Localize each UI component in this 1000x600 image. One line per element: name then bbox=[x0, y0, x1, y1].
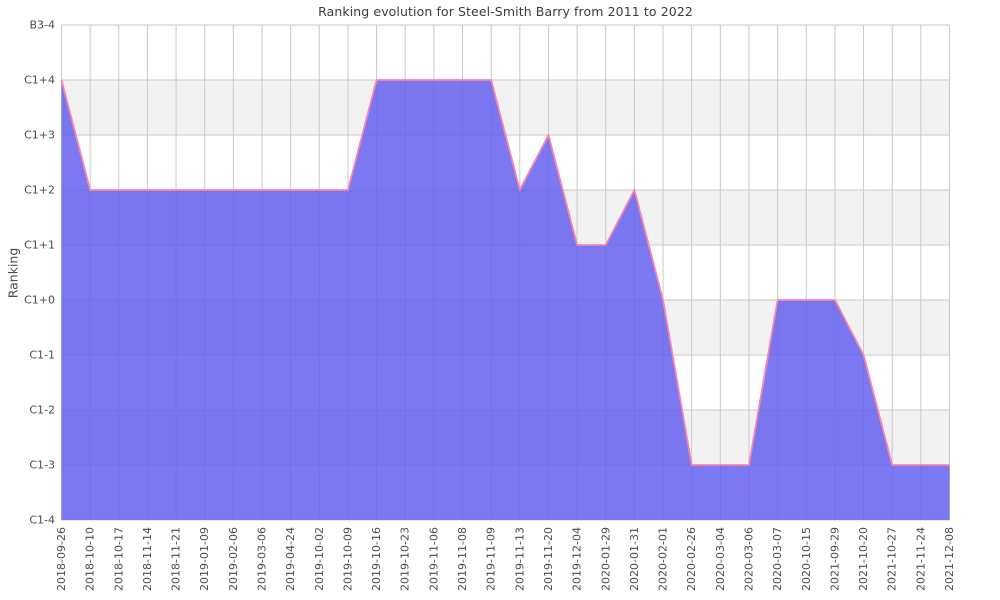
y-tick-label: C1-4 bbox=[29, 514, 55, 527]
x-tick-label: 2020-10-15 bbox=[800, 527, 813, 591]
y-tick-label: C1+0 bbox=[24, 294, 55, 307]
chart-title: Ranking evolution for Steel-Smith Barry … bbox=[318, 4, 693, 19]
y-tick-label: B3-4 bbox=[29, 19, 55, 32]
x-tick-label: 2018-10-10 bbox=[84, 527, 97, 591]
x-tick-label: 2020-03-07 bbox=[771, 527, 784, 591]
y-tick-label: C1+4 bbox=[24, 74, 55, 87]
x-tick-label: 2019-11-20 bbox=[542, 527, 555, 591]
y-tick-label: C1-3 bbox=[29, 459, 55, 472]
x-tick-label: 2019-10-09 bbox=[341, 527, 354, 591]
x-tick-label: 2021-10-27 bbox=[886, 527, 899, 591]
x-tick-label: 2020-02-01 bbox=[657, 527, 670, 591]
y-tick-label: C1+3 bbox=[24, 129, 55, 142]
y-tick-label: C1+1 bbox=[24, 239, 55, 252]
background-band bbox=[61, 25, 950, 80]
x-tick-label: 2019-10-16 bbox=[370, 527, 383, 591]
x-tick-label: 2019-11-06 bbox=[427, 527, 440, 591]
x-tick-label: 2021-09-29 bbox=[828, 527, 841, 591]
x-tick-label: 2018-09-26 bbox=[55, 527, 68, 591]
y-tick-label: C1+2 bbox=[24, 184, 55, 197]
x-tick-label: 2019-03-06 bbox=[256, 527, 269, 591]
x-tick-label: 2018-11-14 bbox=[141, 527, 154, 591]
y-tick-label: C1-2 bbox=[29, 404, 55, 417]
x-tick-label: 2018-11-21 bbox=[170, 527, 183, 591]
x-tick-label: 2020-01-29 bbox=[599, 527, 612, 591]
x-tick-label: 2021-12-08 bbox=[943, 527, 956, 591]
x-tick-label: 2019-02-06 bbox=[227, 527, 240, 591]
x-tick-label: 2020-03-04 bbox=[714, 527, 727, 591]
x-tick-label: 2019-11-09 bbox=[485, 527, 498, 591]
x-tick-label: 2019-11-08 bbox=[456, 527, 469, 591]
x-tick-label: 2019-11-13 bbox=[513, 527, 526, 591]
x-tick-label: 2020-01-31 bbox=[628, 527, 641, 591]
background-band bbox=[61, 80, 950, 135]
series-line bbox=[60, 79, 950, 466]
x-tick-label: 2019-10-23 bbox=[399, 527, 412, 591]
x-tick-label: 2020-03-06 bbox=[742, 527, 755, 591]
x-tick-label: 2018-10-17 bbox=[112, 527, 125, 591]
x-tick-label: 2020-02-26 bbox=[685, 527, 698, 591]
x-tick-label: 2021-10-20 bbox=[857, 527, 870, 591]
x-tick-label: 2019-01-09 bbox=[198, 527, 211, 591]
y-tick-label: C1-1 bbox=[29, 349, 55, 362]
x-tick-label: 2019-04-24 bbox=[284, 527, 297, 591]
x-tick-label: 2019-12-04 bbox=[571, 527, 584, 591]
x-tick-label: 2019-10-02 bbox=[313, 527, 326, 591]
x-tick-label: 2021-11-24 bbox=[914, 527, 927, 591]
